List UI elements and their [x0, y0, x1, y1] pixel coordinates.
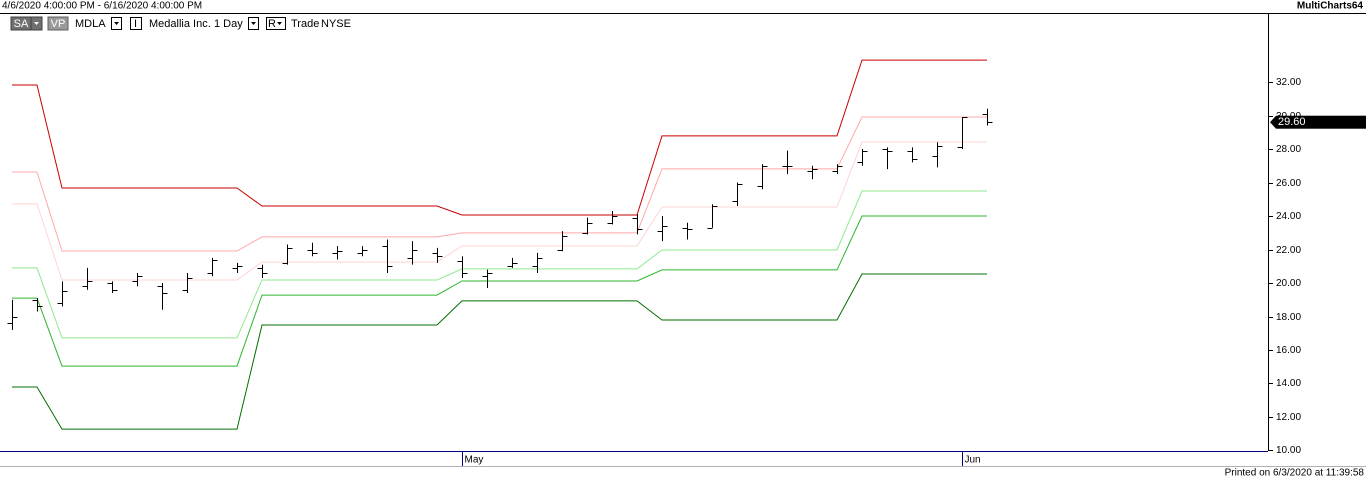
sa-label[interactable]: SA	[14, 18, 29, 30]
dropdown-arrow	[34, 22, 39, 25]
y-tick-label: 28.00	[1276, 144, 1301, 155]
dropdown-arrow	[114, 22, 119, 25]
y-tick-label: 24.00	[1276, 211, 1301, 222]
printed-note: Printed on 6/3/2020 at 11:39:58	[1225, 468, 1365, 479]
dropdown-arrow	[251, 22, 256, 25]
y-tick-label: 18.00	[1276, 312, 1301, 323]
y-tick-label: 32.00	[1276, 77, 1301, 88]
band-line	[12, 59, 987, 216]
resolution: 1 Day	[214, 18, 243, 30]
band-line	[12, 273, 987, 430]
y-tick-label: 20.00	[1276, 278, 1301, 289]
last-price-box	[1276, 115, 1366, 129]
y-tick-label: 22.00	[1276, 245, 1301, 256]
y-tick-label: 10.00	[1276, 445, 1301, 456]
y-tick-label: 16.00	[1276, 345, 1301, 356]
vp-label[interactable]: VP	[51, 18, 66, 30]
band-line	[12, 141, 987, 281]
r-label[interactable]: R	[268, 18, 276, 30]
r-button[interactable]	[266, 17, 286, 30]
band-line	[12, 190, 987, 339]
description: Medallia Inc.	[149, 18, 211, 30]
last-price-pointer	[1270, 115, 1276, 129]
vp-button[interactable]	[47, 16, 69, 31]
date-range: 4/6/2020 4:00:00 PM - 6/16/2020 4:00:00 …	[2, 1, 202, 12]
dropdown-arrow	[277, 22, 282, 25]
x-tick-label: Jun	[965, 455, 981, 466]
x-tick-label: May	[465, 455, 484, 466]
band-line	[12, 215, 987, 367]
app-name: MultiCharts64	[1297, 1, 1364, 12]
i-button[interactable]	[130, 17, 142, 30]
y-tick-label: 26.00	[1276, 178, 1301, 189]
y-tick-label: 12.00	[1276, 412, 1301, 423]
band-line	[12, 116, 987, 252]
i-label[interactable]: I	[134, 18, 137, 30]
last-price-label: 29.60	[1278, 116, 1306, 128]
y-tick-label: 14.00	[1276, 378, 1301, 389]
data-type: Trade	[291, 18, 319, 30]
symbol: MDLA	[75, 18, 106, 30]
exchange: NYSE	[321, 18, 351, 30]
